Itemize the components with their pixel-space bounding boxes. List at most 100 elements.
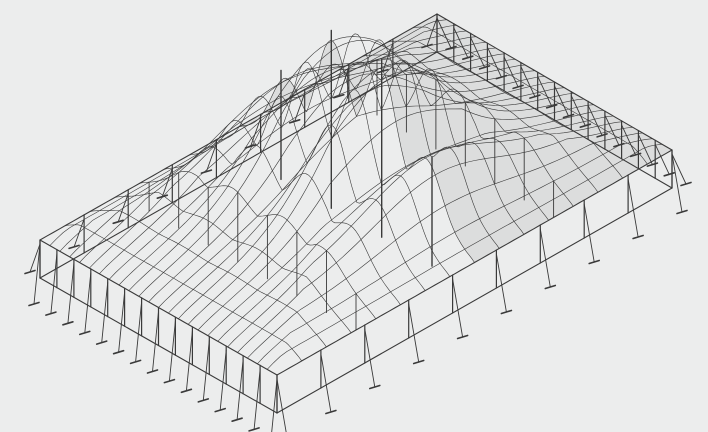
stake-195 xyxy=(680,181,692,187)
roof-line-short-37 xyxy=(237,127,633,353)
stake-171 xyxy=(545,104,558,109)
stake-96 xyxy=(325,409,337,415)
guy-ropes-and-stakes xyxy=(24,17,692,432)
stake-108 xyxy=(500,309,513,315)
stake-168 xyxy=(529,94,541,99)
stake-165 xyxy=(512,84,524,90)
guy-rope-158 xyxy=(470,36,486,68)
guy-rope-98 xyxy=(364,328,376,388)
guy-rope-128 xyxy=(117,193,129,223)
guy-rope-116 xyxy=(627,178,639,238)
guy-rope-140 xyxy=(294,92,306,122)
guy-rope-65 xyxy=(135,301,143,363)
stake-180 xyxy=(596,133,608,138)
guy-rope-125 xyxy=(73,218,85,248)
roof-line-short-24 xyxy=(108,53,506,280)
guy-rope-59 xyxy=(101,282,109,344)
wall-base-43 xyxy=(276,187,673,414)
guy-rope-137 xyxy=(250,117,262,147)
guy-rope-161 xyxy=(486,46,502,78)
guy-rope-149 xyxy=(426,17,438,47)
roof-line-short-39 xyxy=(257,138,653,365)
roof-line-short-36 xyxy=(227,121,624,348)
stake-189 xyxy=(646,162,659,167)
roof-line-short-27 xyxy=(138,39,535,297)
roof-line-short-35 xyxy=(217,115,614,342)
roof-line-short-32 xyxy=(187,70,584,325)
stake-129 xyxy=(112,219,124,225)
guy-rope-131 xyxy=(161,168,173,198)
guy-rope-179 xyxy=(587,104,603,136)
guy-rope-173 xyxy=(554,85,569,117)
roof-line-short-28 xyxy=(148,73,545,303)
guy-rope-185 xyxy=(621,124,637,156)
stake-162 xyxy=(495,74,508,80)
guy-rope-56 xyxy=(84,272,92,334)
wall-base-44 xyxy=(39,51,438,279)
stake-135 xyxy=(200,169,213,174)
stake-123 xyxy=(24,269,36,275)
roof-line-short-41 xyxy=(276,149,673,376)
roof-line-short-34 xyxy=(207,110,604,336)
guy-rope-182 xyxy=(604,114,620,146)
roof-line-short-31 xyxy=(178,62,575,320)
guy-rope-74 xyxy=(185,330,193,392)
roof-line-short-29 xyxy=(158,81,555,308)
stake-126 xyxy=(68,244,80,250)
guy-rope-155 xyxy=(453,27,469,59)
stake-153 xyxy=(445,45,457,51)
guy-rope-167 xyxy=(520,66,536,98)
guy-rope-170 xyxy=(537,75,553,107)
stake-60 xyxy=(95,340,108,345)
guy-rope-113 xyxy=(583,203,595,263)
roof-line-short-40 xyxy=(266,144,663,370)
stake-66 xyxy=(129,359,142,365)
stake-156 xyxy=(461,55,474,61)
guy-rope-80 xyxy=(219,349,227,411)
guy-rope-68 xyxy=(152,311,159,372)
guy-rope-95 xyxy=(320,353,332,413)
guy-rope-89 xyxy=(271,378,278,432)
stake-192 xyxy=(663,172,676,177)
roof-line-short-20 xyxy=(69,30,467,258)
roof-line-short-38 xyxy=(247,132,643,359)
guy-rope-110 xyxy=(539,228,551,288)
guy-rope-119 xyxy=(671,153,683,213)
guy-rope-191 xyxy=(654,143,670,175)
guy-rope-86 xyxy=(253,368,261,430)
stake-132 xyxy=(156,194,169,199)
stake-150 xyxy=(421,43,433,49)
stake-174 xyxy=(562,113,575,119)
stake-186 xyxy=(629,152,642,158)
roof-line-short-22 xyxy=(89,42,487,269)
stake-102 xyxy=(412,359,425,365)
stake-51 xyxy=(45,311,57,316)
stake-111 xyxy=(544,284,557,290)
guy-rope-101 xyxy=(408,303,420,363)
stake-183 xyxy=(613,142,625,148)
guy-rope-188 xyxy=(637,134,653,166)
roof-line-short-33 xyxy=(197,104,594,331)
roof-line-short-21 xyxy=(79,36,477,263)
guy-rope-104 xyxy=(452,278,464,338)
roof-line-short-25 xyxy=(118,59,516,286)
stake-117 xyxy=(632,234,644,240)
guy-rope-83 xyxy=(236,359,244,421)
stake-99 xyxy=(368,384,381,390)
poles xyxy=(148,29,555,330)
stake-54 xyxy=(62,320,74,326)
stake-144 xyxy=(332,93,345,99)
guy-rope-176 xyxy=(570,95,586,127)
stake-120 xyxy=(676,209,688,215)
guy-rope-77 xyxy=(202,339,210,401)
guy-rope-146 xyxy=(382,42,394,72)
roof-line-short-26 xyxy=(128,36,526,291)
stake-63 xyxy=(112,349,125,355)
guy-rope-107 xyxy=(495,253,507,313)
stake-69 xyxy=(146,369,159,374)
guy-rope-53 xyxy=(67,262,75,324)
roof-line-short-17 xyxy=(39,13,438,241)
guy-rope-62 xyxy=(118,291,126,353)
stake-75 xyxy=(180,388,193,394)
